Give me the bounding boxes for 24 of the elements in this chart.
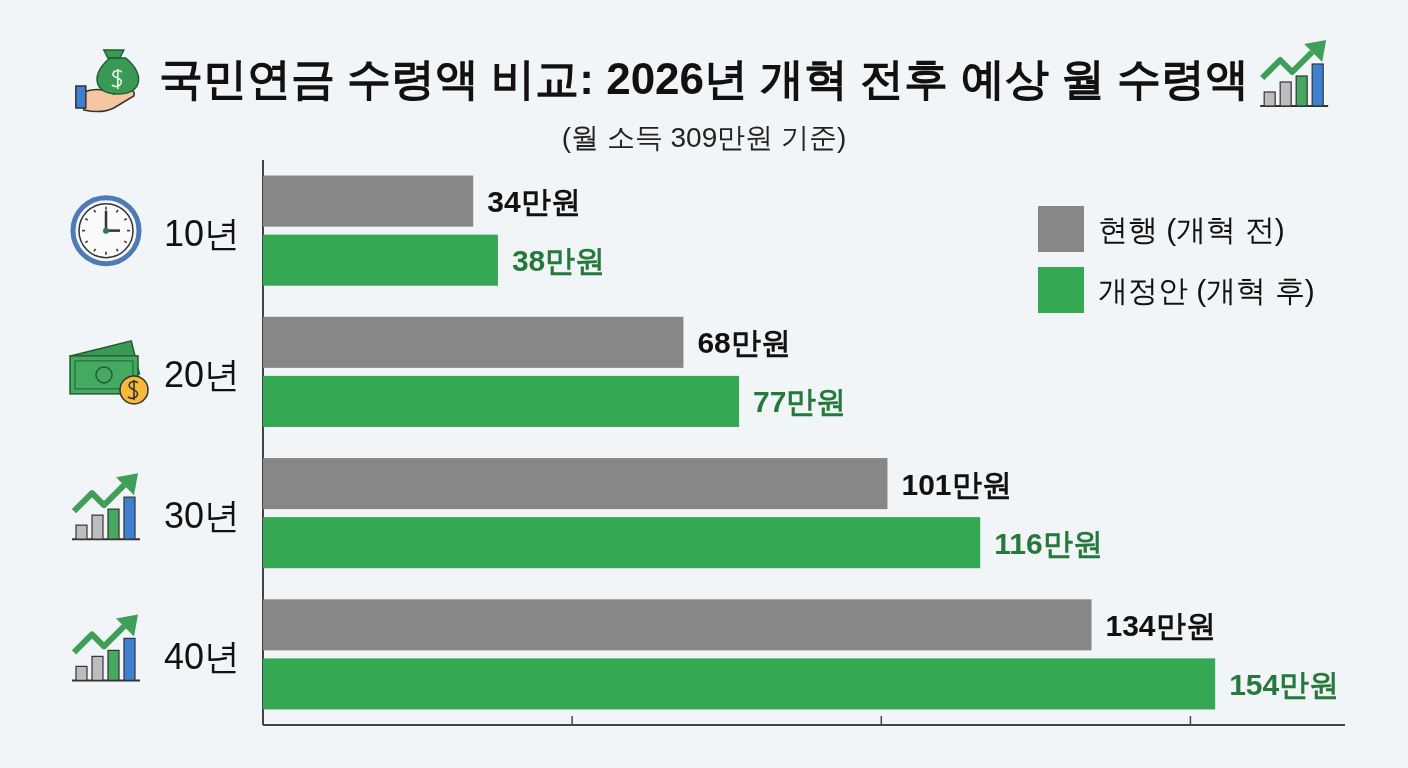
bar — [263, 517, 981, 569]
data-label: 154만원 — [1229, 667, 1340, 701]
chart-subtitle: (월 소득 309만원 기준) — [561, 122, 847, 153]
data-label: 34만원 — [487, 184, 581, 218]
chart-title: 국민연금 수령액 비교: 2026년 개혁 전후 예상 월 수령액 — [158, 54, 1250, 103]
y-tick-label: 10년 — [163, 212, 240, 254]
bar — [263, 375, 740, 427]
bar — [263, 599, 1092, 651]
data-label: 38만원 — [511, 243, 606, 277]
bar — [263, 234, 498, 286]
data-label: 116만원 — [994, 526, 1103, 560]
bar — [263, 458, 888, 510]
legend-label: 현행 (개혁 전) — [1098, 212, 1285, 246]
data-label: 134만원 — [1105, 608, 1216, 642]
y-tick-label: 30년 — [163, 494, 240, 536]
bar — [263, 658, 1216, 710]
y-tick-label: 40년 — [163, 635, 240, 677]
data-label: 101만원 — [901, 467, 1012, 501]
y-tick-label: 20년 — [163, 353, 240, 395]
data-label: 77만원 — [753, 384, 847, 418]
data-label: 68만원 — [697, 325, 791, 359]
bar — [263, 175, 474, 227]
bar — [263, 316, 684, 368]
legend-label: 개정안 (개혁 후) — [1098, 273, 1315, 307]
